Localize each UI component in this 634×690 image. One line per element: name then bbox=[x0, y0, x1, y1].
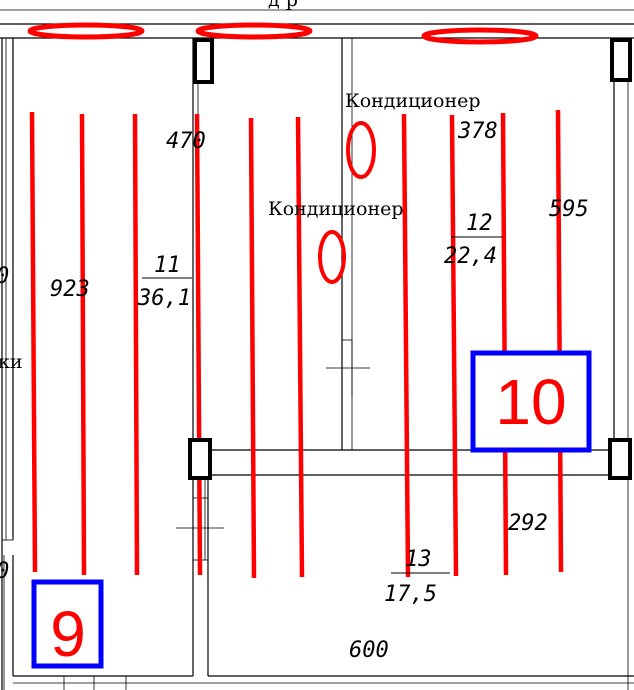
room-number: 9 bbox=[50, 598, 86, 670]
room-badge-10: 10 bbox=[470, 350, 592, 453]
vent-marks bbox=[27, 22, 539, 284]
column bbox=[188, 438, 212, 480]
dimension-label: 923 bbox=[50, 277, 90, 302]
dimension-label: 378 bbox=[457, 119, 498, 144]
heating-pipe bbox=[295, 116, 305, 578]
vent-ellipse bbox=[421, 27, 539, 45]
heating-pipe bbox=[500, 112, 509, 576]
heating-pipe bbox=[248, 117, 257, 579]
left-edge-fragment: 0 bbox=[0, 559, 9, 584]
room-area: 17,5 bbox=[384, 582, 437, 607]
top-label-fragment: д р bbox=[268, 0, 298, 11]
columns bbox=[188, 38, 632, 480]
left-edge-fragment: ки bbox=[0, 351, 23, 373]
heating-pipe bbox=[194, 113, 203, 576]
room-number: 10 bbox=[495, 366, 566, 438]
dimension-label: 600 bbox=[349, 638, 389, 663]
room-badge-9: 9 bbox=[31, 579, 104, 670]
equipment-label-air-conditioner: Кондиционер bbox=[345, 90, 481, 112]
room-index-number: 13 bbox=[405, 547, 432, 572]
column bbox=[193, 38, 214, 84]
heating-pipe bbox=[29, 111, 38, 573]
room-index-number: 12 bbox=[466, 211, 493, 236]
column bbox=[610, 38, 632, 82]
ac-outlet-ring bbox=[346, 121, 376, 179]
vent-ellipse bbox=[27, 22, 145, 40]
room-index-number: 11 bbox=[154, 253, 181, 278]
room-area: 36,1 bbox=[137, 286, 191, 311]
vent-ellipse bbox=[195, 22, 313, 40]
ac-outlet-ring bbox=[318, 230, 346, 284]
equipment-label-air-conditioner: Кондиционер bbox=[268, 198, 404, 220]
dimension-label: 470 bbox=[166, 129, 206, 154]
heating-pipes bbox=[29, 109, 564, 579]
heating-pipe bbox=[555, 109, 564, 573]
heating-pipe bbox=[132, 113, 140, 576]
heating-pipe bbox=[401, 113, 411, 578]
heating-pipe bbox=[449, 114, 459, 577]
heating-pipe bbox=[79, 113, 87, 576]
room-area: 22,4 bbox=[444, 244, 497, 269]
column bbox=[608, 438, 632, 480]
left-edge-fragment: 0 bbox=[0, 264, 9, 289]
dimension-label: 595 bbox=[549, 197, 589, 222]
dimension-label: 292 bbox=[508, 511, 548, 536]
